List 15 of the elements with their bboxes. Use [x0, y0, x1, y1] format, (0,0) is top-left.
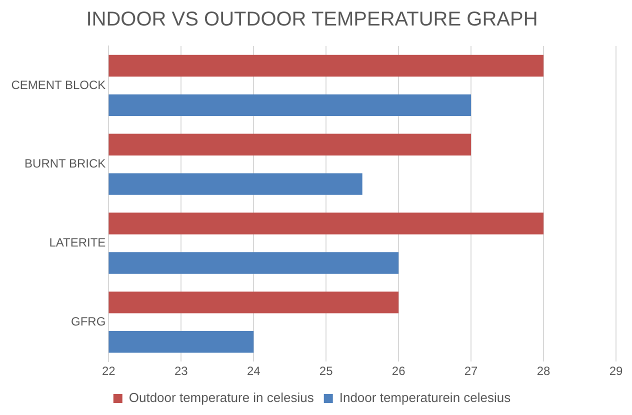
x-tick-label: 23 [174, 364, 188, 378]
x-tick-label: 28 [536, 364, 551, 378]
y-tick-label: GFRG [71, 314, 106, 328]
x-tick-label: 26 [392, 364, 406, 378]
x-tick-label: 29 [609, 364, 623, 378]
y-tick-label: CEMENT BLOCK [11, 78, 106, 92]
legend-label: Outdoor temperature in celesius [128, 390, 314, 406]
x-tick-label: 27 [464, 364, 478, 378]
legend-label: Indoor temperaturein celesius [339, 390, 512, 406]
x-tick-label: 25 [319, 364, 334, 378]
x-tick-label: 22 [102, 364, 116, 378]
x-tick-label: 24 [246, 364, 261, 378]
y-tick-label: LATERITE [49, 236, 106, 250]
y-tick-label: BURNT BRICK [24, 156, 106, 171]
chart-title: INDOOR VS OUTDOOR TEMPERATURE GRAPH [86, 8, 538, 31]
